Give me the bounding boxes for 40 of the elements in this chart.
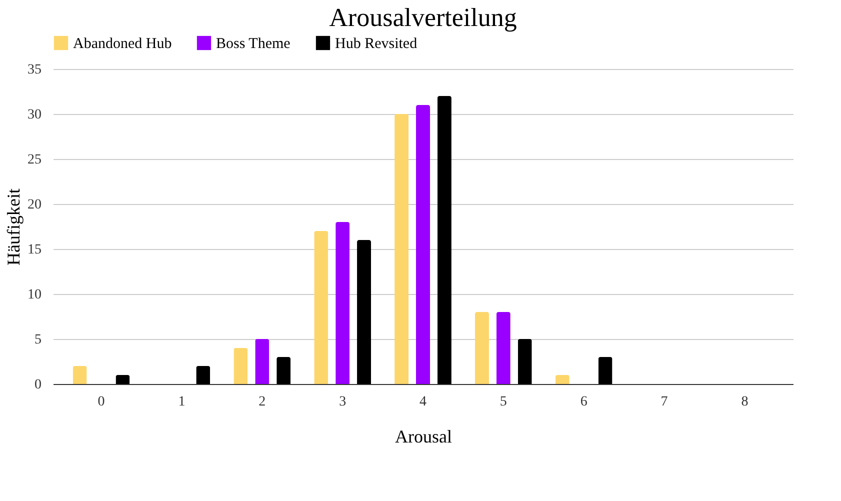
- x-tick-label: 3: [339, 394, 346, 410]
- y-tick-label: 25: [28, 152, 42, 168]
- bar: [72, 366, 87, 384]
- y-tick-label: 30: [28, 108, 42, 122]
- x-tick-label: 4: [420, 394, 426, 410]
- chart-title: Arousalverteilung: [329, 3, 517, 32]
- y-tick-label: 0: [34, 378, 42, 392]
- bar: [416, 105, 430, 384]
- y-tick-label: 5: [34, 332, 42, 348]
- bar: [555, 375, 570, 384]
- legend-label: Abandoned Hub: [73, 36, 172, 52]
- legend-label: Boss Theme: [216, 36, 291, 52]
- x-axis-title: Arousal: [395, 426, 452, 446]
- bar: [357, 240, 372, 384]
- x-tick-label: 0: [98, 394, 105, 410]
- bar: [518, 339, 532, 384]
- bar: [336, 222, 350, 384]
- x-tick-label: 8: [741, 394, 748, 410]
- y-tick-label: 10: [28, 288, 42, 302]
- bar: [276, 357, 291, 384]
- bar: [474, 312, 489, 384]
- y-axis-title: Häufigkeit: [4, 188, 24, 266]
- y-tick-label: 20: [28, 198, 42, 212]
- x-tick-label: 2: [258, 394, 266, 410]
- x-tick-label: 5: [500, 394, 507, 410]
- bar: [116, 375, 130, 384]
- x-tick-label: 1: [178, 394, 186, 410]
- bar: [496, 312, 510, 384]
- x-tick-label: 7: [660, 394, 668, 410]
- x-tick-label: 6: [580, 394, 588, 410]
- bar: [234, 348, 248, 384]
- bar: [394, 114, 409, 384]
- legend-label: Hub Revsited: [335, 36, 418, 52]
- bar: [437, 96, 452, 384]
- bar: [196, 366, 210, 384]
- y-tick-label: 35: [28, 62, 42, 78]
- bar: [314, 231, 328, 384]
- bar: [598, 357, 612, 384]
- y-tick-label: 15: [28, 242, 42, 258]
- bar: [255, 339, 270, 384]
